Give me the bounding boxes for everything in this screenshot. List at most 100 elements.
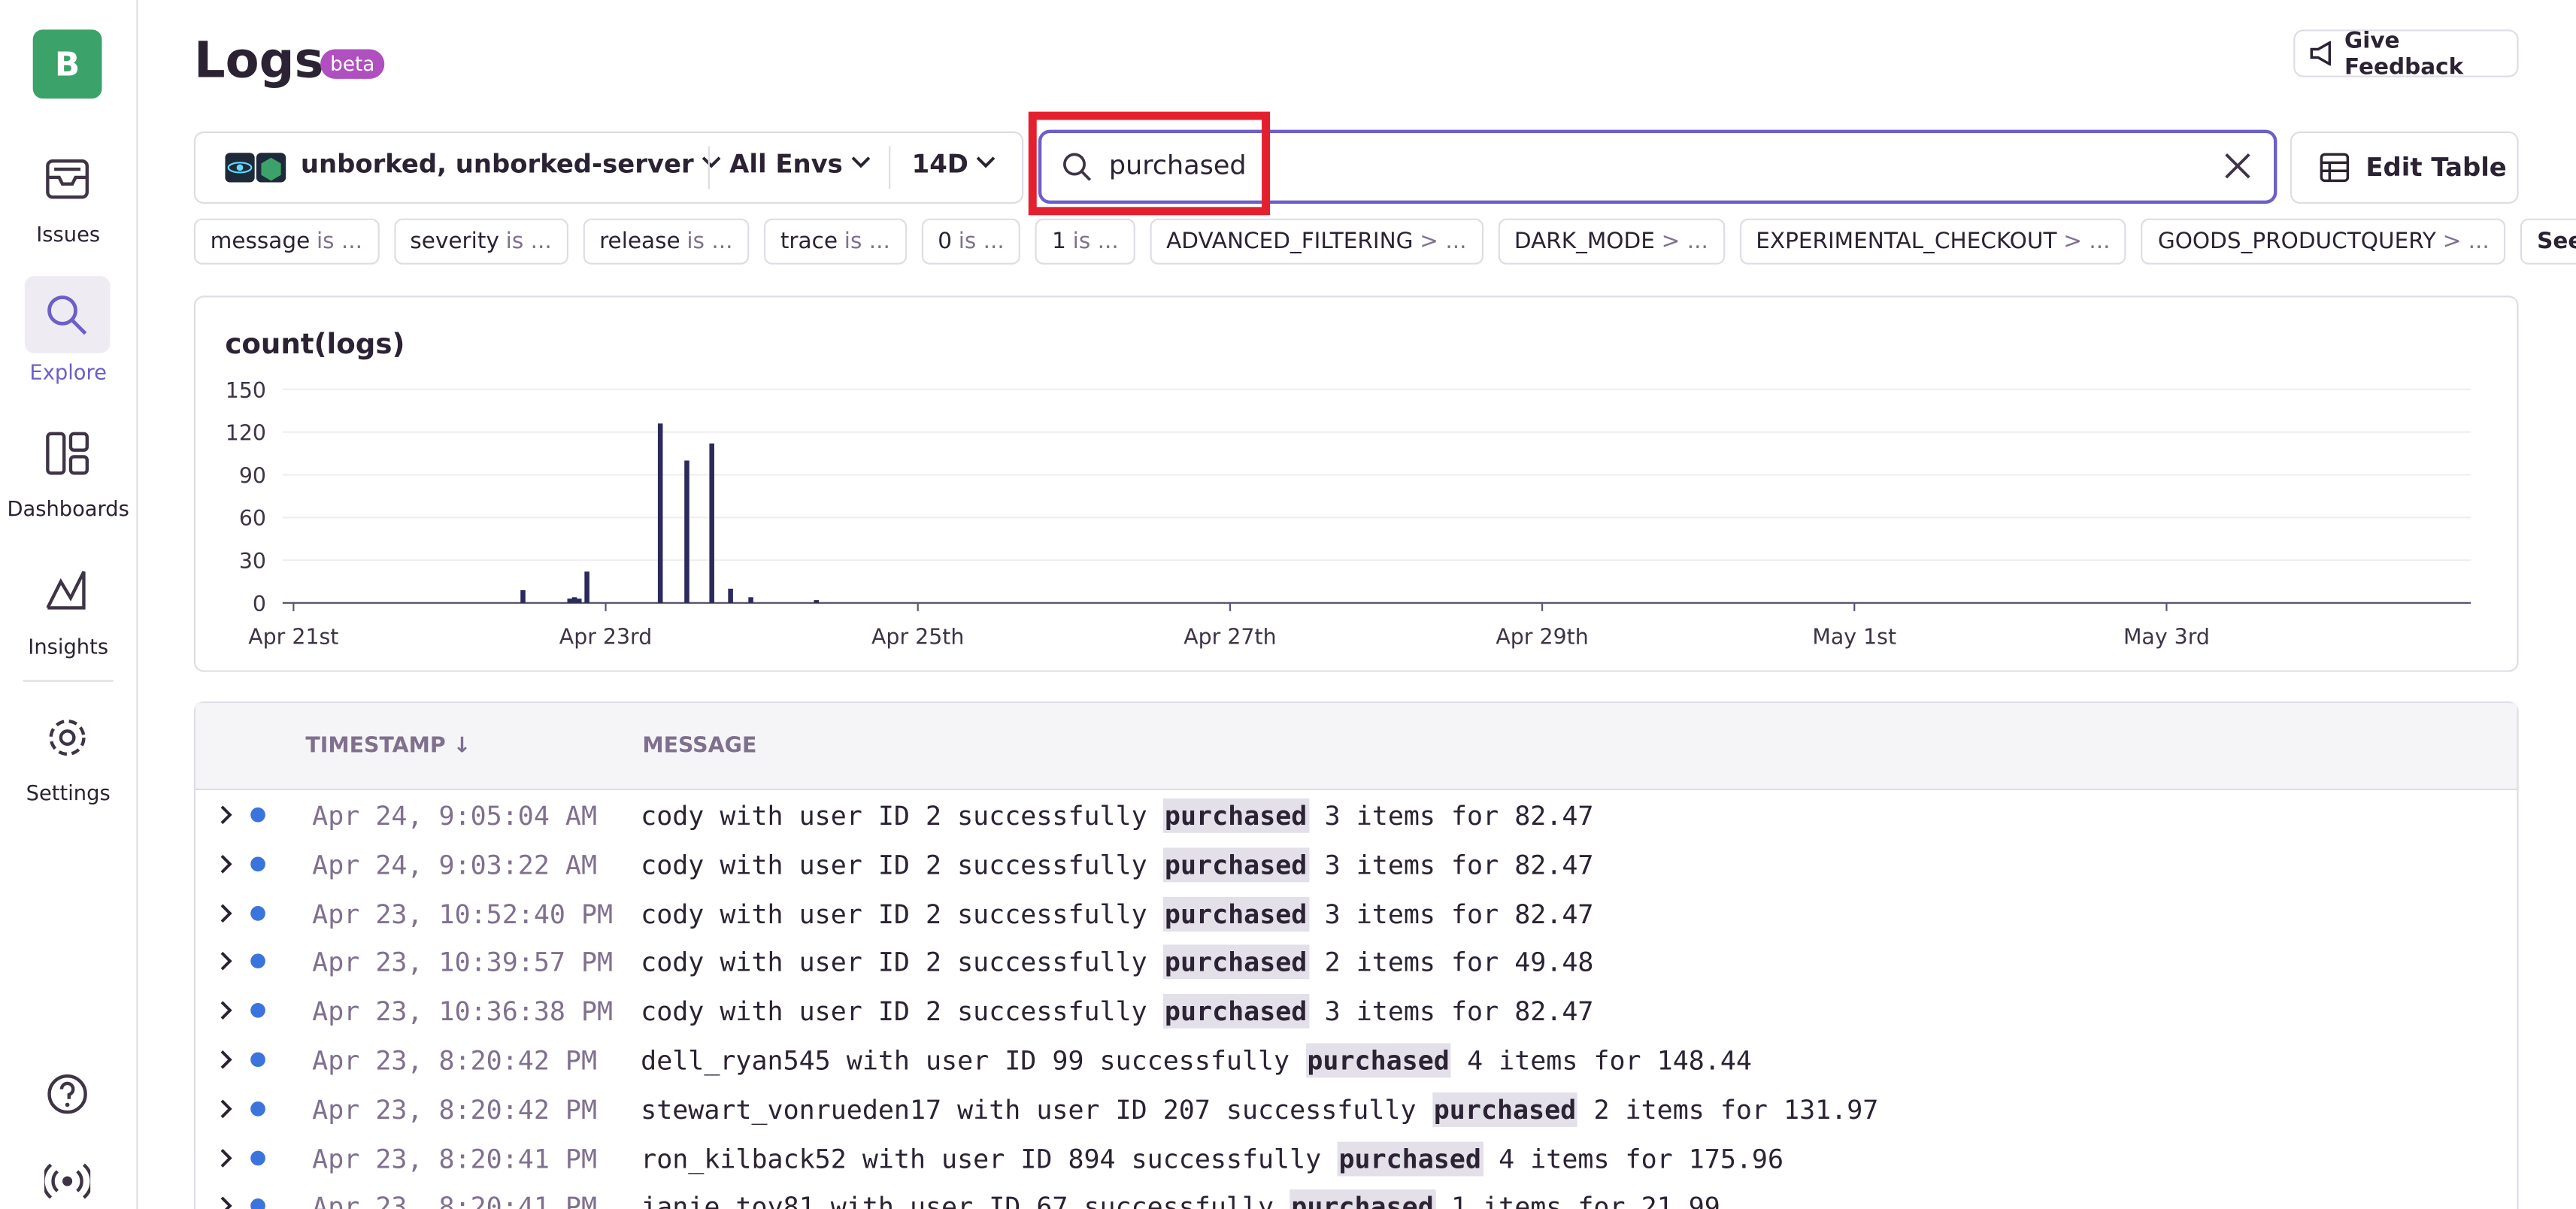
nav-item[interactable]: Insights xyxy=(28,634,109,659)
broadcast-icon[interactable] xyxy=(44,1160,91,1203)
chip-op: is ... xyxy=(505,228,552,255)
message: cody with user ID 2 successfully purchas… xyxy=(641,847,1593,882)
log-row[interactable]: Apr 23, 8:20:42 PM dell_ryan545 with user… xyxy=(194,1037,2517,1086)
project-icons xyxy=(225,153,286,183)
chip-op: > ... xyxy=(1420,228,1467,255)
chevron xyxy=(702,156,722,168)
highlight-box xyxy=(1028,111,1271,216)
message: janie_toy81 with user ID 67 successfully… xyxy=(641,1189,1720,1209)
filter-chip[interactable]: DARK_MODE > ... xyxy=(1498,218,1725,265)
see-full-list[interactable]: See full list xyxy=(2520,218,2576,265)
bar xyxy=(657,423,663,603)
filter-chip[interactable]: severity is ... xyxy=(393,218,568,265)
search-match: purchased xyxy=(1290,1189,1435,1209)
nav-item[interactable]: Explore xyxy=(29,359,107,385)
feedback-button[interactable]: Give Feedback xyxy=(2293,27,2519,80)
dashboards-icon xyxy=(46,432,89,475)
severity-dot xyxy=(250,1003,265,1019)
column-header[interactable]: TIMESTAMP ↓ xyxy=(305,734,471,759)
timestamp: Apr 23, 8:20:41 PM xyxy=(312,1142,598,1174)
search-match: purchased xyxy=(1432,1092,1578,1127)
sidebar: B Issues Explore Dashboards Insights Set… xyxy=(0,0,138,1209)
filter-chip[interactable]: message is ... xyxy=(193,218,379,265)
chip-op: is ... xyxy=(958,228,1005,255)
explore-icon xyxy=(47,295,87,335)
chip-key: severity xyxy=(410,228,499,255)
expand-chevron xyxy=(220,1148,232,1167)
message-text: 1 items for 21.99 xyxy=(1451,1191,1720,1209)
timestamp: Apr 24, 9:03:22 AM xyxy=(312,849,598,880)
divider xyxy=(708,146,710,189)
insights-icon xyxy=(46,571,86,610)
message-text: 3 items for 82.47 xyxy=(1324,800,1594,832)
chip-op: is ... xyxy=(1072,228,1119,255)
project-selector[interactable]: unborked, unborked-server xyxy=(301,150,730,179)
org-logo[interactable]: B xyxy=(32,29,102,99)
x-tick-label: Apr 29th xyxy=(1496,625,1588,650)
env-selector[interactable]: All Envs xyxy=(729,150,879,179)
log-row[interactable]: Apr 24, 9:05:04 AM cody with user ID 2 su… xyxy=(194,792,2517,841)
timestamp: Apr 23, 8:20:42 PM xyxy=(312,1093,598,1126)
expand-chevron xyxy=(220,903,232,923)
filter-chip[interactable]: 0 is ... xyxy=(921,218,1021,265)
log-row[interactable]: Apr 24, 9:03:22 AM cody with user ID 2 su… xyxy=(194,841,2517,890)
severity-dot xyxy=(250,1198,265,1209)
chip-key: release xyxy=(599,228,680,255)
row-controls xyxy=(220,903,265,923)
divider xyxy=(889,146,891,189)
clear-button[interactable] xyxy=(2223,151,2252,180)
column-header: MESSAGE xyxy=(642,734,757,759)
search-match: purchased xyxy=(1162,896,1309,932)
filter-chip[interactable]: GOODS_PRODUCTQUERY > ... xyxy=(2141,218,2506,265)
chip-op: is ... xyxy=(686,228,733,255)
log-row[interactable]: Apr 23, 10:39:57 PM cody with user ID 2 s… xyxy=(194,938,2517,988)
edit-table-button[interactable]: Edit Table xyxy=(2290,131,2519,204)
filter-chip[interactable]: EXPERIMENTAL_CHECKOUT > ... xyxy=(1739,218,2127,265)
nav-active-bg xyxy=(24,276,111,353)
nav-item[interactable]: Issues xyxy=(36,221,101,247)
message-text: 2 items for 131.97 xyxy=(1593,1093,1879,1126)
chip-op: > ... xyxy=(1661,228,1708,255)
chip-op: is ... xyxy=(316,228,363,255)
help-icon[interactable] xyxy=(46,1073,89,1116)
filter-chip[interactable]: ADVANCED_FILTERING > ... xyxy=(1150,218,1483,265)
row-controls xyxy=(220,1001,265,1020)
y-tick-label: 0 xyxy=(253,592,266,617)
log-row[interactable]: Apr 23, 10:36:38 PM cody with user ID 2 s… xyxy=(194,988,2517,1038)
y-tick-label: 60 xyxy=(239,506,266,531)
bar xyxy=(728,588,733,603)
x-tick-label: May 1st xyxy=(1812,625,1896,650)
filter-chip[interactable]: trace is ... xyxy=(763,218,907,265)
x-tick-label: Apr 27th xyxy=(1183,625,1276,650)
log-row[interactable]: Apr 23, 8:20:41 PM janie_toy81 with user … xyxy=(194,1183,2517,1209)
message-text: stewart_vonrueden17 with user ID 207 suc… xyxy=(641,1093,1417,1126)
nav-item[interactable]: Dashboards xyxy=(7,495,129,521)
bar xyxy=(709,443,714,603)
period-selector[interactable]: 14D xyxy=(912,150,1005,179)
filter-chip[interactable]: release is ... xyxy=(583,218,750,265)
nav-item[interactable]: Settings xyxy=(26,780,111,805)
message-text: cody with user ID 2 successfully xyxy=(641,995,1147,1028)
row-controls xyxy=(220,805,265,825)
message-text: ron_kilback52 with user ID 894 successfu… xyxy=(641,1142,1322,1174)
log-row[interactable]: Apr 23, 8:20:41 PM ron_kilback52 with use… xyxy=(194,1135,2517,1184)
x-tick-label: Apr 21st xyxy=(248,625,338,650)
chart-panel xyxy=(193,295,2519,672)
bar xyxy=(814,600,820,603)
timestamp: Apr 23, 10:39:57 PM xyxy=(312,947,614,978)
timestamp: Apr 24, 9:05:04 AM xyxy=(312,800,598,832)
log-row[interactable]: Apr 23, 10:52:40 PM cody with user ID 2 s… xyxy=(194,889,2517,939)
bar xyxy=(748,597,753,603)
page-title: Logs xyxy=(193,32,324,91)
chip-key: 1 xyxy=(1052,228,1066,255)
search-input[interactable] xyxy=(1038,129,2277,204)
bar xyxy=(520,589,526,603)
log-row[interactable]: Apr 23, 8:20:42 PM stewart_vonrueden17 wi… xyxy=(194,1086,2517,1135)
row-controls xyxy=(220,854,265,874)
timestamp: Apr 23, 8:20:41 PM xyxy=(312,1191,598,1209)
filter-chip[interactable]: 1 is ... xyxy=(1035,218,1135,265)
bar xyxy=(684,460,689,603)
page-filters xyxy=(193,131,1024,204)
expand-chevron xyxy=(220,1099,232,1118)
message: cody with user ID 2 successfully purchas… xyxy=(641,945,1593,980)
